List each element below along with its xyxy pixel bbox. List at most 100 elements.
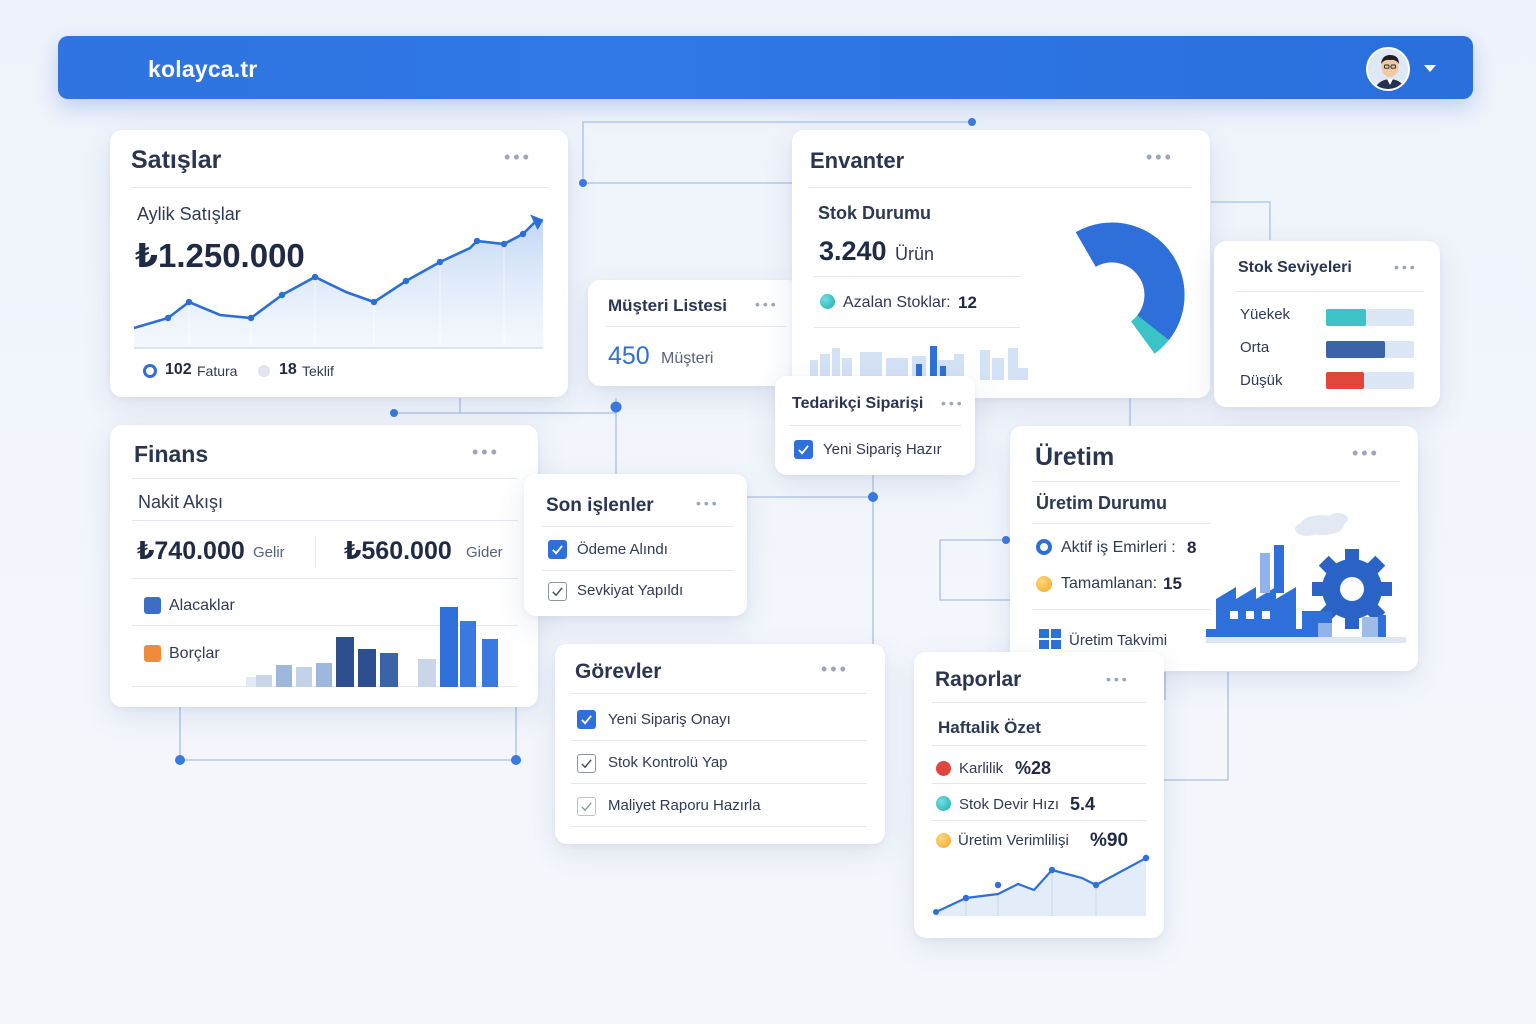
- offer-label: Teklif: [302, 363, 334, 379]
- stock-levels-card: Stok Seviyeleri ••• Yüekek Orta Düşük: [1214, 241, 1440, 407]
- divider: [932, 745, 1146, 746]
- profit-value: %28: [1015, 758, 1052, 778]
- caret-down-icon[interactable]: [1424, 65, 1436, 72]
- divider: [542, 526, 734, 527]
- sales-card: Satışlar ••• Aylik Satışlar ₺1.250.000 1…: [110, 130, 568, 397]
- reports-title: Raporlar: [935, 668, 1022, 691]
- divider: [571, 740, 867, 741]
- more-menu-icon[interactable]: •••: [755, 296, 779, 312]
- customer-count: 450: [608, 342, 650, 370]
- divider: [130, 187, 548, 188]
- task-checkbox[interactable]: [577, 754, 596, 773]
- production-calendar-link[interactable]: Üretim Takvimi: [1069, 632, 1168, 649]
- divider: [1032, 481, 1400, 482]
- recent-item-checkbox[interactable]: [548, 540, 567, 559]
- efficiency-label: Üretim Verimlilişi: [958, 832, 1069, 849]
- invoice-count: 102: [165, 361, 192, 378]
- sales-title: Satışlar: [131, 146, 222, 174]
- more-menu-icon[interactable]: •••: [941, 395, 965, 411]
- turnover-value: 5.4: [1070, 794, 1096, 814]
- more-menu-icon[interactable]: •••: [1352, 443, 1380, 463]
- customer-label: Müşteri: [661, 350, 714, 367]
- sales-line-chart: [133, 214, 544, 349]
- invoice-label: Fatura: [197, 363, 238, 379]
- divider: [132, 625, 518, 626]
- divider: [606, 326, 786, 327]
- more-menu-icon[interactable]: •••: [1146, 147, 1174, 167]
- task-checkbox[interactable]: [577, 710, 596, 729]
- receivables-label: Alacaklar: [169, 597, 235, 614]
- stock-levels-title: Stok Seviyeleri: [1238, 259, 1352, 276]
- profit-label: Karlilik: [959, 760, 1004, 777]
- income-label: Gelir: [253, 544, 285, 561]
- tasks-title: Görevler: [575, 660, 662, 683]
- cash-flow-label: Nakit Akışı: [138, 492, 224, 512]
- supplier-order-card[interactable]: Tedarikçi Siparişi ••• Yeni Sipariş Hazı…: [775, 376, 975, 475]
- low-stock-label: Azalan Stoklar:: [843, 294, 951, 311]
- turnover-label: Stok Devir Hızı: [959, 796, 1060, 813]
- divider: [932, 820, 1146, 821]
- divider: [814, 276, 1020, 277]
- more-menu-icon[interactable]: •••: [821, 659, 849, 679]
- user-avatar[interactable]: [1366, 47, 1410, 91]
- task-item: Stok Kontrolü Yap: [608, 754, 728, 771]
- sales-amount: ₺1.250.000: [135, 237, 305, 274]
- stock-level-fill: [1326, 372, 1364, 389]
- task-item: Yeni Sipariş Onayı: [608, 711, 731, 728]
- brand-logo[interactable]: kolayca.tr: [148, 56, 258, 82]
- divider: [1032, 523, 1210, 524]
- production-card: Üretim ••• Üretim Durumu Aktif iş Emirle…: [1010, 426, 1418, 671]
- customer-list-title: Müşteri Listesi: [608, 296, 728, 315]
- weekly-summary-label: Haftalik Özet: [938, 718, 1041, 737]
- divider: [808, 187, 1192, 188]
- divider: [542, 570, 734, 571]
- calendar-icon[interactable]: [1039, 629, 1061, 649]
- divider: [571, 826, 867, 827]
- payables-label: Borçlar: [169, 645, 220, 662]
- completed-label: Tamamlanan:: [1061, 575, 1158, 592]
- receivables-legend: [144, 597, 161, 614]
- supplier-order-checkbox[interactable]: [794, 440, 813, 459]
- production-title: Üretim: [1035, 443, 1115, 471]
- efficiency-value: %90: [1090, 830, 1129, 851]
- divider: [789, 425, 961, 426]
- divider: [315, 536, 316, 568]
- invoice-legend-dot: [143, 364, 157, 378]
- completed-dot: [1036, 576, 1052, 592]
- stock-donut-chart: [1039, 222, 1185, 368]
- more-menu-icon[interactable]: •••: [472, 442, 500, 462]
- recent-item-checkbox[interactable]: [548, 582, 567, 601]
- production-status-label: Üretim Durumu: [1036, 493, 1168, 513]
- stock-status-label: Stok Durumu: [818, 203, 932, 223]
- completed-value: 15: [1163, 574, 1182, 593]
- finance-title: Finans: [134, 441, 209, 467]
- recent-transactions-title: Son işlenler: [546, 495, 654, 516]
- customer-list-card[interactable]: Müşteri Listesi ••• 450 Müşteri: [588, 280, 800, 386]
- task-checkbox[interactable]: [577, 797, 596, 816]
- offer-legend-dot: [258, 365, 270, 377]
- finance-bar-chart: [246, 607, 498, 687]
- divider: [932, 702, 1146, 703]
- finance-card: Finans ••• Nakit Akışı ₺740.000 Gelir ₺5…: [110, 425, 538, 707]
- stock-level-bar: [1326, 309, 1414, 326]
- divider: [132, 520, 518, 521]
- recent-item: Sevkiyat Yapıldı: [577, 582, 684, 599]
- active-orders-label: Aktif iş Emirleri :: [1061, 539, 1176, 556]
- more-menu-icon[interactable]: •••: [1394, 259, 1418, 275]
- efficiency-icon: [936, 833, 951, 848]
- expense-amount: ₺560.000: [344, 537, 452, 565]
- supplier-order-title: Tedarikçi Siparişi: [792, 395, 924, 412]
- more-menu-icon[interactable]: •••: [1106, 671, 1130, 687]
- recent-transactions-card: Son işlenler ••• Ödeme Alındı Sevkiyat Y…: [524, 474, 747, 616]
- factory-gear-icon: [1206, 513, 1406, 643]
- more-menu-icon[interactable]: •••: [504, 147, 532, 167]
- stock-mini-bars: [810, 346, 1028, 380]
- expense-label: Gider: [466, 544, 503, 561]
- more-menu-icon[interactable]: •••: [696, 495, 720, 511]
- payables-legend: [144, 645, 161, 662]
- reports-card: Raporlar ••• Haftalik Özet Karlilik %28 …: [914, 652, 1164, 938]
- stock-count: 3.240: [819, 236, 887, 266]
- stock-level-label: Düşük: [1240, 372, 1283, 389]
- active-orders-value: 8: [1187, 538, 1197, 557]
- divider: [1236, 291, 1424, 292]
